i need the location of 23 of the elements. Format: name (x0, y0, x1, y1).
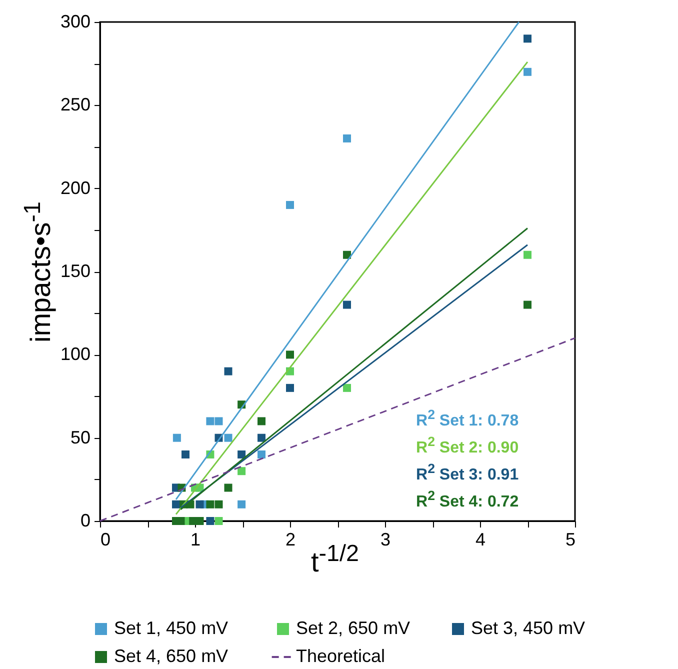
y-tick-label: 300 (60, 12, 90, 32)
y-tick-label: 150 (60, 261, 90, 281)
y-tick-label: 0 (80, 510, 90, 530)
legend-label: Set 4, 650 mV (114, 646, 228, 666)
legend-label: Set 3, 450 mV (471, 618, 586, 638)
y-tick-label: 250 (60, 94, 90, 115)
x-axis-title: t$^{-1/2}$ (311, 540, 359, 578)
legend-label: Set 2, 650 mV (296, 618, 410, 638)
x-tick-label: 0 (100, 530, 111, 550)
y-tick-label: 200 (60, 178, 90, 198)
x-tick-label: 2 (285, 530, 296, 550)
y-tick-label: 50 (70, 427, 90, 448)
y-tick-label: 100 (60, 344, 90, 364)
annotation: R$^{2}$ Set 1: 0.78 (416, 406, 519, 432)
legend-label: Theoretical (296, 646, 386, 666)
legend-label: Set 1, 450 mV (114, 618, 228, 638)
annotation: R$^{2}$ Set 3: 0.91 (416, 460, 519, 486)
annotation: R$^{2}$ Set 2: 0.90 (416, 433, 519, 458)
annotation: R$^{2}$ Set 4: 0.72 (416, 487, 519, 512)
x-tick-label: 4 (475, 530, 486, 550)
x-tick-label: 1 (190, 530, 201, 550)
x-tick-label: 3 (380, 530, 391, 550)
x-tick-label: 5 (565, 530, 576, 550)
